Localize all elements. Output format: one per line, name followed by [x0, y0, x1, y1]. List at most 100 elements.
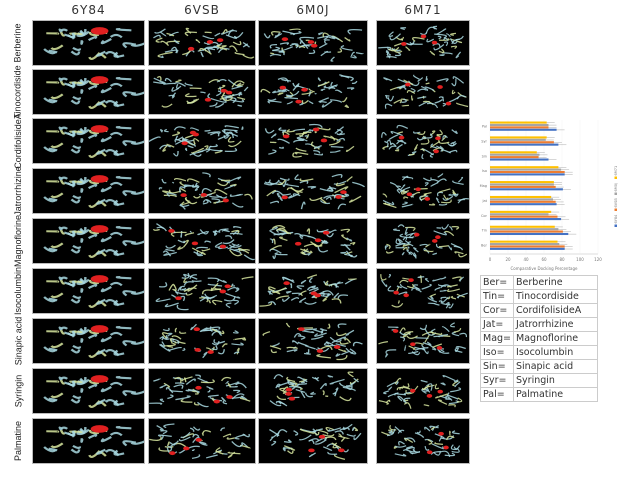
bar-6m0j-ber [490, 243, 560, 246]
category-label: Syr [481, 139, 487, 143]
bar-6y84-iso [490, 173, 565, 176]
legend-swatch [614, 176, 617, 179]
bar-6vsb-syr [490, 141, 554, 144]
abbreviation-row: Syr= Syringin [479, 373, 598, 388]
protein-ligand-structure-image [148, 368, 256, 414]
column-header-6y84: 6Y84 [71, 3, 106, 17]
protein-ligand-structure-image [148, 318, 256, 364]
bar-6m0j-iso [490, 168, 562, 171]
protein-ligand-structure-image [376, 368, 470, 414]
row-label-text: CordifolisideA [13, 113, 23, 169]
bar-6vsb-tin [490, 230, 563, 233]
abbreviation: Pal= [479, 387, 515, 402]
protein-ligand-structure-image [148, 69, 256, 115]
abbreviation-table: Ber= Berberine Tin= Tinocordiside Cor= Cordif… [479, 275, 598, 402]
bar-6y84-jat [490, 203, 557, 206]
row-label-text: Sinapic acid [13, 316, 23, 366]
protein-ligand-structure-image [148, 20, 256, 66]
protein-ligand-structure-image [148, 118, 256, 164]
abbreviation-row: Mag= Magnoflorine [479, 331, 598, 346]
bar-6vsb-cor [490, 215, 558, 218]
protein-ligand-structure-image [32, 268, 145, 314]
bar-6m0j-cor [490, 213, 549, 216]
abbreviation: Jat= [479, 317, 515, 332]
protein-ligand-structure-image [32, 368, 145, 414]
x-axis-title: Comparative Docking Percentage [510, 266, 578, 271]
x-tick-label: 100 [576, 257, 584, 262]
bar-6y84-pal [490, 128, 557, 131]
protein-ligand-structure-image [258, 268, 368, 314]
protein-ligand-structure-image [258, 168, 368, 214]
protein-ligand-structure-image [258, 218, 368, 264]
bar-6m71-tin [490, 225, 555, 228]
protein-ligand-structure-image [376, 268, 470, 314]
legend-label: 6M0J [614, 183, 618, 192]
x-tick-label: 40 [523, 257, 529, 262]
column-header-6m0j: 6M0J [296, 3, 330, 17]
bar-6m71-cor [490, 210, 552, 213]
row-label-text: Magnoflorine [13, 214, 23, 268]
legend-entry: 6M0J [614, 183, 618, 195]
bar-6vsb-ber [490, 245, 565, 248]
bar-6vsb-sin [490, 156, 539, 159]
bar-6m71-syr [490, 136, 547, 139]
row-label: Isocolumbin [4, 266, 32, 316]
compound-name: Palmatine [513, 387, 598, 402]
protein-ligand-structure-image [258, 368, 368, 414]
bar-6m0j-sin [490, 153, 540, 156]
abbreviation: Cor= [479, 303, 515, 318]
protein-ligand-structure-image [258, 418, 368, 464]
protein-ligand-structure-image [32, 118, 145, 164]
bar-6m0j-jat [490, 198, 553, 201]
protein-ligand-structure-image [376, 168, 470, 214]
abbreviation: Iso= [479, 345, 515, 360]
x-tick-label: 80 [559, 257, 565, 262]
compound-name: Tinocordiside [513, 289, 598, 304]
x-tick-label: 0 [489, 257, 492, 262]
protein-ligand-structure-image [258, 69, 368, 115]
legend-entry: 6Y84 [614, 214, 618, 227]
abbreviation-row: Sin= Sinapic acid [479, 359, 598, 374]
bar-6y84-syr [490, 143, 559, 146]
row-label-text: Isocolumbin [13, 266, 23, 316]
protein-ligand-structure-image [376, 69, 470, 115]
docking-bar-chart: 0 20 40 60 80 100 120 Comparative Docking Perce… [480, 120, 618, 271]
bar-6m71-sin [490, 151, 537, 154]
abbreviation: Ber= [479, 275, 515, 290]
legend-swatch [614, 208, 617, 211]
protein-ligand-structure-image [376, 318, 470, 364]
bar-6m71-iso [490, 166, 559, 169]
bar-6vsb-jat [490, 200, 556, 203]
row-label: CordifolisideA [4, 113, 32, 169]
bar-6m71-mag [490, 181, 554, 184]
category-label: Mag [480, 184, 487, 188]
bar-6m0j-pal [490, 123, 549, 126]
protein-ligand-structure-image [32, 168, 145, 214]
legend-swatch [614, 224, 617, 227]
abbreviation-row: Tin= Tinocordiside [479, 289, 598, 304]
protein-ligand-structure-image [376, 118, 470, 164]
compound-name: Isocolumbin [513, 345, 598, 360]
legend-entry: 6M71 [614, 166, 618, 179]
row-label-text: Syringin [13, 374, 24, 408]
category-label: Jat [481, 199, 487, 203]
protein-ligand-structure-image [376, 20, 470, 66]
legend-swatch [614, 192, 617, 195]
row-label-text: Tinocordiside [13, 65, 24, 119]
abbreviation: Syr= [479, 373, 515, 388]
protein-ligand-structure-image [32, 218, 145, 264]
row-label-text: Palmatine [13, 420, 23, 462]
abbreviation-row: Cor= CordifolisideA [479, 303, 598, 318]
bar-6y84-ber [490, 247, 565, 250]
category-label: Sin [482, 154, 487, 158]
row-label: Palmatine [4, 418, 32, 464]
bar-6y84-sin [490, 158, 549, 161]
category-label: Pal [482, 125, 487, 129]
bar-6m71-ber [490, 240, 558, 243]
x-tick-label: 20 [505, 257, 511, 262]
row-label: Syringin [4, 368, 32, 414]
protein-ligand-structure-image [32, 69, 145, 115]
protein-ligand-structure-image [258, 318, 368, 364]
compound-name: Sinapic acid [513, 359, 598, 374]
protein-ligand-structure-image [148, 168, 256, 214]
